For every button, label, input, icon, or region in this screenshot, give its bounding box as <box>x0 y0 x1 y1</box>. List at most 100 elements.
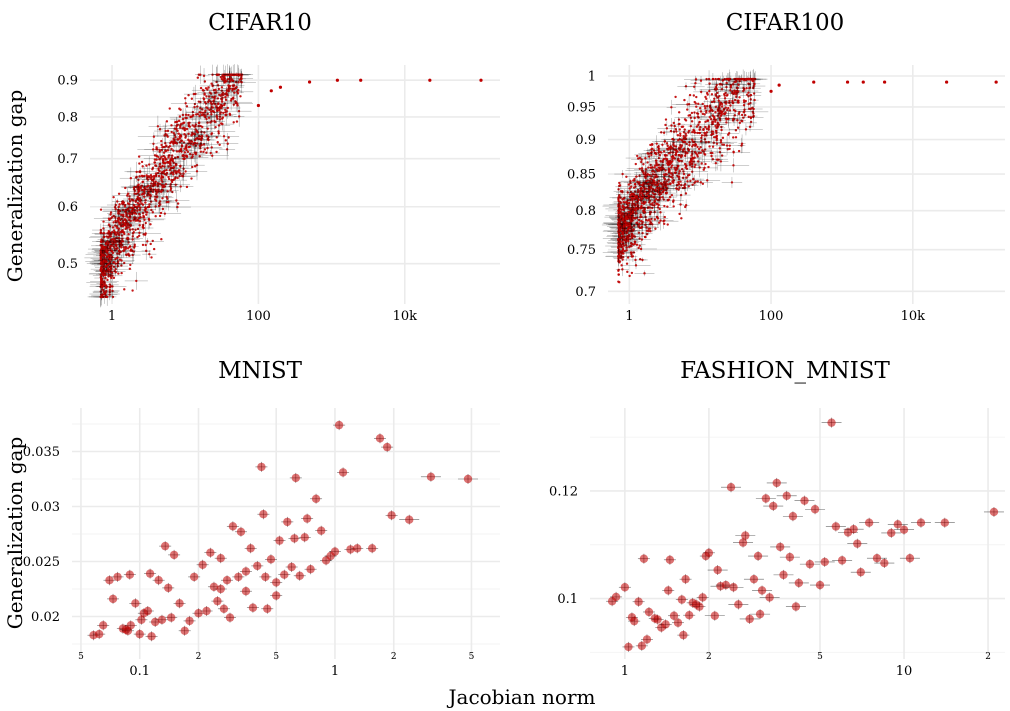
data-point <box>710 154 713 158</box>
data-point <box>669 172 673 175</box>
data-point <box>630 253 633 256</box>
data-point <box>689 124 693 128</box>
data-point <box>699 181 703 184</box>
data-point <box>224 113 228 117</box>
data-point <box>174 164 178 167</box>
data-point <box>631 199 634 202</box>
data-point <box>753 98 756 102</box>
data-point <box>206 146 209 150</box>
data-point <box>216 141 219 144</box>
data-point <box>114 219 117 222</box>
data-point <box>749 116 753 120</box>
data-point <box>166 135 169 138</box>
data-point <box>203 101 207 104</box>
data-point <box>691 156 694 159</box>
data-point <box>688 93 692 97</box>
data-point <box>627 210 630 214</box>
data-point <box>668 174 671 178</box>
data-point <box>140 174 144 177</box>
y-tick-label: 0.75 <box>567 243 596 258</box>
data-point <box>126 236 130 240</box>
data-point <box>713 97 716 100</box>
data-point <box>215 115 219 119</box>
data-point <box>193 142 196 145</box>
data-point <box>628 215 632 218</box>
data-point <box>619 190 623 193</box>
data-point <box>725 81 728 85</box>
data-point <box>636 203 639 206</box>
data-point <box>163 212 167 215</box>
data-point <box>99 255 102 259</box>
data-point <box>101 253 104 256</box>
data-point <box>690 160 694 163</box>
data-point <box>167 175 170 179</box>
data-point <box>239 95 242 98</box>
data-point <box>666 223 669 226</box>
data-point <box>109 213 112 216</box>
data-point <box>659 160 662 163</box>
data-point <box>178 135 181 139</box>
data-point <box>200 143 203 147</box>
data-point <box>638 183 642 187</box>
data-point <box>149 242 152 246</box>
y-tick-label: 0.5 <box>57 257 78 272</box>
data-point <box>647 155 651 158</box>
data-point <box>631 202 634 205</box>
data-point <box>220 89 224 92</box>
data-point <box>127 218 131 222</box>
data-point <box>734 136 738 139</box>
data-point <box>622 244 626 247</box>
data-point <box>645 196 648 200</box>
data-point <box>686 108 689 111</box>
data-point <box>720 113 724 116</box>
data-point <box>628 223 631 226</box>
data-point <box>105 260 108 264</box>
data-point <box>671 160 674 163</box>
data-point <box>747 102 750 106</box>
data-point <box>678 154 681 157</box>
data-point <box>149 193 152 197</box>
x-tick-label: 1 <box>108 309 116 324</box>
data-point <box>206 138 210 141</box>
data-point <box>646 161 649 164</box>
data-point <box>237 81 240 84</box>
data-point <box>175 199 178 202</box>
data-point <box>669 182 672 185</box>
data-point <box>722 143 726 146</box>
data-point <box>196 105 199 108</box>
data-point <box>183 157 186 161</box>
data-point <box>159 211 163 215</box>
data-point <box>732 136 735 139</box>
data-point <box>99 267 103 270</box>
data-point <box>743 88 746 91</box>
data-point <box>182 121 185 125</box>
data-point <box>208 108 211 111</box>
data-point <box>100 288 104 291</box>
data-point <box>188 139 191 143</box>
data-point <box>209 101 213 105</box>
data-point <box>660 131 663 134</box>
data-point <box>645 226 648 229</box>
data-point <box>226 106 229 110</box>
data-point <box>203 148 207 151</box>
data-point <box>674 95 677 99</box>
data-point <box>155 148 158 151</box>
data-point <box>636 154 639 158</box>
data-point <box>679 203 682 206</box>
data-point <box>617 218 620 221</box>
data-point <box>661 196 664 199</box>
y-tick-label: 0.95 <box>567 100 596 115</box>
data-point <box>747 115 750 119</box>
data-point <box>633 183 637 186</box>
data-point <box>711 114 714 117</box>
data-point <box>625 216 628 219</box>
data-point <box>683 154 687 157</box>
data-point <box>675 168 678 171</box>
data-point <box>682 172 686 176</box>
data-point <box>138 231 141 235</box>
data-point <box>675 130 678 133</box>
data-point <box>638 181 641 184</box>
data-point <box>109 235 113 238</box>
data-point <box>238 73 242 76</box>
data-point <box>677 111 681 114</box>
